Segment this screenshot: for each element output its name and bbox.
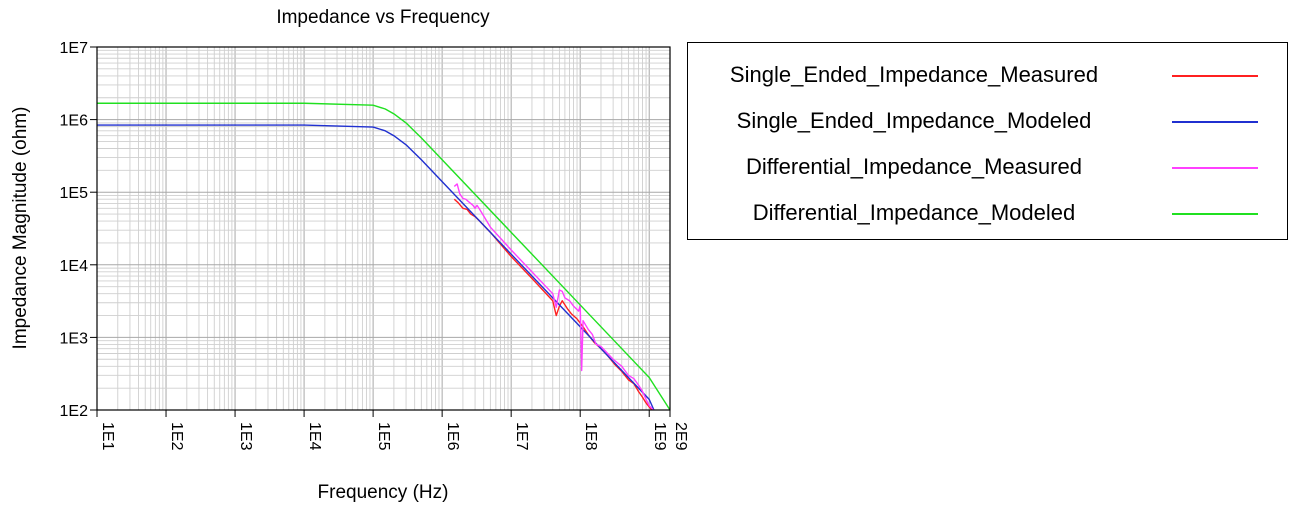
- legend-swatch: [1172, 121, 1258, 123]
- x-tick-label: 1E2: [168, 422, 185, 451]
- legend-label: Single_Ended_Impedance_Modeled: [736, 108, 1092, 133]
- x-tick-label: 1E5: [375, 422, 392, 451]
- y-tick-label: 1E3: [60, 330, 89, 347]
- x-tick-label: 1E4: [306, 422, 323, 451]
- legend-label: Differential_Impedance_Modeled: [752, 200, 1076, 225]
- legend-label: Differential_Impedance_Measured: [746, 154, 1082, 179]
- series-line-differential-impedance-measured: [453, 183, 654, 411]
- legend-swatch: [1172, 167, 1258, 169]
- x-tick-label: 1E8: [582, 422, 599, 451]
- grid-lines: [96, 46, 671, 411]
- chart-title: Impedance vs Frequency: [276, 7, 490, 28]
- legend-item-differential-measured: Differential_Impedance_Measured: [688, 147, 1287, 187]
- y-tick-label: 1E6: [60, 113, 89, 130]
- legend-item-single-ended-modeled: Single_Ended_Impedance_Modeled: [688, 101, 1287, 141]
- legend-item-single-ended-measured: Single_Ended_Impedance_Measured: [688, 55, 1287, 95]
- x-tick-label: 1E7: [513, 422, 530, 451]
- y-tick-label: 1E7: [60, 40, 89, 57]
- plot-area-frame: [96, 46, 671, 411]
- y-tick-label: 1E5: [60, 185, 89, 202]
- legend-swatch: [1172, 75, 1258, 77]
- x-tick-label: 2E9: [672, 422, 689, 451]
- x-tick-label: 1E6: [444, 422, 461, 451]
- legend-swatch: [1172, 213, 1258, 215]
- series-line-differential-impedance-modeled: [97, 102, 671, 411]
- y-tick-label: 1E2: [60, 403, 89, 420]
- series-lines: [97, 102, 671, 411]
- x-tick-label: 1E9: [651, 422, 668, 451]
- series-line-single-ended-impedance-modeled: [97, 124, 655, 411]
- axis-ticks: 1E1 1E2 1E3 1E4 1E5 1E6 1E7 1E8 1E9 2E9 1E2 1E3 1E4 1…: [60, 40, 689, 451]
- y-axis-label: Impedance Magnitude (ohm): [10, 107, 31, 350]
- x-tick-label: 1E1: [99, 422, 116, 451]
- legend-label: Single_Ended_Impedance_Measured: [729, 62, 1099, 87]
- x-tick-label: 1E3: [237, 422, 254, 451]
- legend: Single_Ended_Impedance_Measured Single_E…: [687, 42, 1288, 240]
- y-tick-label: 1E4: [60, 258, 89, 275]
- legend-item-differential-modeled: Differential_Impedance_Modeled: [688, 193, 1287, 233]
- x-axis-label: Frequency (Hz): [318, 482, 449, 503]
